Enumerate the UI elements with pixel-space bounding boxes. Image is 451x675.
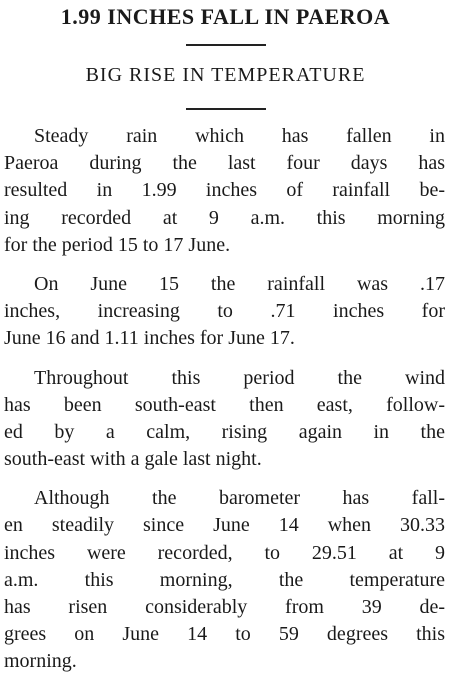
rule (186, 108, 266, 110)
text-line: grees on June 14 to 59 degrees this (4, 623, 445, 646)
text-line: inches were recorded, to 29.51 at 9 (4, 541, 445, 564)
subheadline: BIG RISE IN TEMPERATURE (85, 64, 366, 86)
text-line: resulted in 1.99 inches of rainfall be- (4, 179, 445, 202)
headline: 1.99 INCHES FALL IN PAEROA (60, 4, 391, 29)
text-line: inches, increasing to .71 inches for (4, 300, 445, 323)
text-line: a.m. this morning, the temperature (4, 568, 445, 591)
text-line: Paeroa during the last four days has (4, 152, 445, 175)
text-line: ing recorded at 9 a.m. this morning (4, 206, 445, 229)
paragraph: Although the barometer has fall-en stead… (4, 485, 445, 675)
text-line: for the period 15 to 17 June. (4, 233, 231, 256)
rule (186, 44, 266, 46)
text-line: morning. (4, 650, 77, 673)
text-line: Although the barometer has fall- (34, 487, 445, 510)
paragraph: Steady rain which has fallen in Paeroa du… (4, 123, 445, 259)
text-line: has risen considerably from 39 de- (4, 596, 445, 618)
article-body: Steady rain which has fallen in Paeroa du… (4, 123, 445, 675)
text-line: en steadily since June 14 when 30.33 (4, 514, 445, 537)
text-line: June 16 and 1.11 inches for June 17. (4, 327, 295, 350)
paragraph: Throughout this period the wind has been … (4, 365, 445, 474)
text-line: Throughout this period the wind (34, 366, 445, 389)
text-line: On June 15 the rainfall was .17 (34, 272, 445, 295)
text-line: Steady rain which has fallen in (34, 125, 445, 147)
text-line: has been south-east then east, follow- (4, 393, 445, 416)
paragraph: On June 15 the rainfall was .17 inches, i… (4, 271, 445, 353)
text-line: ed by a calm, rising again in the (4, 420, 445, 443)
text-line: south-east with a gale last night. (4, 448, 262, 471)
